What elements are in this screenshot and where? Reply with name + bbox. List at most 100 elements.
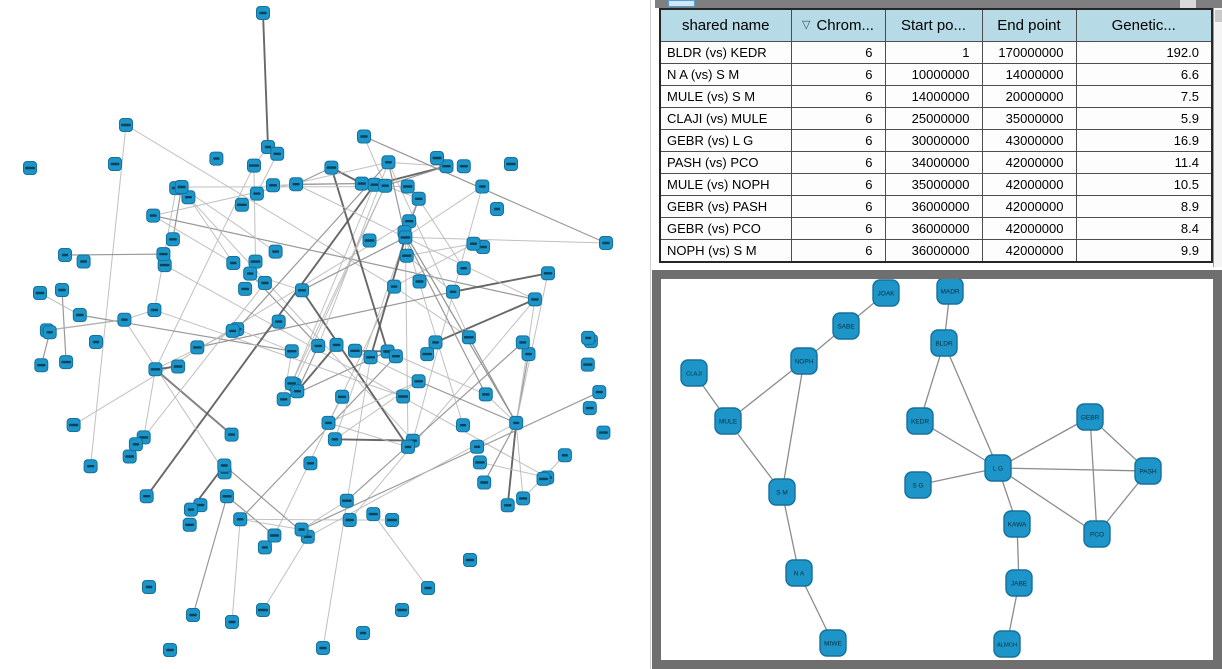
network-node[interactable] — [23, 161, 37, 175]
network-node[interactable] — [402, 214, 417, 229]
network-node[interactable] — [225, 323, 240, 338]
column-header-start-po[interactable]: Start po... — [884, 8, 983, 42]
network-edge[interactable] — [385, 165, 447, 187]
network-edge[interactable] — [435, 298, 536, 344]
network-edge[interactable] — [262, 12, 269, 148]
network-node[interactable] — [466, 236, 481, 251]
cell-value[interactable]: 36000000 — [884, 217, 983, 240]
network-node[interactable] — [475, 179, 490, 194]
cell-value[interactable]: 6 — [790, 85, 886, 108]
node-l-g[interactable]: L G — [984, 454, 1012, 482]
vertical-scrollbar-thumb[interactable] — [1215, 10, 1222, 22]
network-node[interactable] — [243, 266, 258, 281]
network-edge[interactable] — [404, 237, 464, 426]
network-edge[interactable] — [997, 416, 1091, 469]
network-edge[interactable] — [404, 237, 487, 395]
network-edge[interactable] — [226, 495, 275, 536]
network-edge[interactable] — [154, 309, 404, 397]
network-node[interactable] — [504, 157, 518, 171]
network-node[interactable] — [596, 425, 611, 440]
column-header-genetic[interactable]: Genetic... — [1075, 8, 1213, 42]
network-node[interactable] — [527, 292, 542, 307]
network-node[interactable] — [303, 456, 318, 471]
network-node[interactable] — [321, 415, 336, 430]
network-node[interactable] — [357, 129, 371, 144]
network-node[interactable] — [348, 343, 362, 358]
network-node[interactable] — [108, 157, 122, 171]
table-row[interactable]: GEBR (vs) PASH 6 36000000 42000000 8.9 — [659, 195, 1213, 218]
network-node[interactable] — [420, 347, 435, 362]
network-node[interactable] — [366, 507, 381, 522]
network-edge[interactable] — [231, 519, 241, 623]
node-claji[interactable]: CLAJI — [680, 359, 708, 387]
cell-value[interactable]: 8.9 — [1075, 195, 1213, 218]
network-edge[interactable] — [197, 291, 454, 348]
network-node[interactable] — [339, 493, 354, 508]
network-edge[interactable] — [61, 289, 67, 363]
table-row[interactable]: GEBR (vs) L G 6 30000000 43000000 16.9 — [659, 129, 1213, 152]
network-node[interactable] — [472, 455, 487, 470]
network-node[interactable] — [327, 432, 342, 447]
cell-value[interactable]: 7.5 — [1075, 85, 1213, 108]
node-almch[interactable]: ALMCH — [993, 630, 1021, 658]
cell-value[interactable]: 6 — [790, 217, 886, 240]
network-node[interactable] — [478, 387, 493, 402]
network-node[interactable] — [509, 415, 524, 430]
network-node[interactable] — [34, 358, 49, 373]
network-node[interactable] — [363, 350, 378, 365]
network-node[interactable] — [490, 202, 504, 216]
network-node[interactable] — [83, 459, 98, 474]
network-edge[interactable] — [387, 162, 470, 338]
cell-value[interactable]: 42000000 — [981, 195, 1077, 218]
network-edge[interactable] — [152, 215, 234, 264]
cell-value[interactable]: 42000000 — [981, 239, 1077, 263]
network-edge[interactable] — [296, 344, 338, 392]
network-node[interactable] — [226, 256, 241, 270]
network-edge[interactable] — [250, 273, 303, 291]
network-node[interactable] — [174, 180, 189, 194]
cell-value[interactable]: 6 — [790, 173, 886, 196]
cell-value[interactable]: 6 — [790, 129, 886, 152]
network-edge[interactable] — [192, 496, 228, 616]
network-node[interactable] — [58, 248, 72, 262]
network-node[interactable] — [234, 197, 249, 212]
network-node[interactable] — [316, 641, 330, 655]
network-edge[interactable] — [123, 319, 226, 473]
cell-value[interactable]: 6 — [790, 239, 886, 263]
network-node[interactable] — [456, 418, 470, 433]
network-node[interactable] — [381, 155, 396, 170]
network-node[interactable] — [446, 284, 460, 299]
cell-value[interactable]: 6 — [790, 41, 886, 64]
network-node[interactable] — [516, 491, 531, 506]
network-edge[interactable] — [291, 184, 375, 384]
node-s-g[interactable]: S G — [904, 471, 932, 499]
cell-value[interactable]: 14000000 — [981, 63, 1077, 86]
cell-value[interactable]: 16.9 — [1075, 129, 1213, 152]
cell-value[interactable]: 192.0 — [1075, 41, 1213, 64]
network-edge[interactable] — [412, 186, 483, 441]
network-edge[interactable] — [418, 198, 465, 269]
network-node[interactable] — [515, 335, 530, 350]
network-edge[interactable] — [372, 513, 429, 589]
cell-value[interactable]: 10000000 — [884, 63, 983, 86]
node-n-a[interactable]: N A — [785, 559, 813, 587]
network-edge[interactable] — [181, 186, 276, 253]
column-header-shared-name[interactable]: shared name — [659, 8, 792, 42]
network-node[interactable] — [329, 337, 344, 352]
network-edge[interactable] — [387, 351, 486, 395]
node-mule[interactable]: MULE — [714, 407, 742, 435]
network-edge[interactable] — [301, 391, 600, 531]
network-edge[interactable] — [262, 536, 309, 611]
network-edge[interactable] — [346, 341, 524, 502]
network-node[interactable] — [182, 517, 197, 532]
network-node[interactable] — [186, 608, 200, 622]
node-gebr[interactable]: GEBR — [1076, 403, 1104, 431]
network-node[interactable] — [209, 151, 224, 166]
cell-value[interactable]: 1 — [884, 41, 983, 64]
detail-canvas[interactable]: JOAK MADR SABE NOPH BLDR CLAJI MULE KEDR GEBR L G… — [661, 279, 1213, 660]
table-vertical-scrollbar[interactable] — [1213, 8, 1222, 267]
network-edge[interactable] — [328, 422, 409, 448]
network-node[interactable] — [500, 498, 515, 513]
table-row[interactable]: N A (vs) S M 6 10000000 14000000 6.6 — [659, 63, 1213, 86]
table-row[interactable]: CLAJI (vs) MULE 6 25000000 35000000 5.9 — [659, 107, 1213, 130]
